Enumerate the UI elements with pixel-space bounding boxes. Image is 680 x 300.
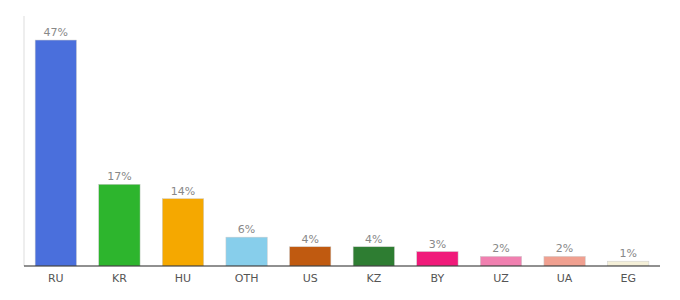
y-axis-line (24, 16, 25, 266)
data-label: 3% (429, 238, 446, 251)
x-tick-label: KR (112, 272, 127, 285)
bar (417, 252, 458, 266)
x-tick-label: OTH (235, 272, 259, 285)
x-tick-label: UA (557, 272, 573, 285)
bar (162, 199, 203, 266)
x-tick-labels: RU KR HU OTH US KZ BY UZ UA EG (48, 272, 636, 285)
bar (544, 256, 585, 266)
data-label: 4% (365, 233, 382, 246)
bar (353, 247, 394, 266)
x-tick-label: RU (48, 272, 64, 285)
x-tick-label: UZ (493, 272, 509, 285)
chart-svg: 47% 17% 14% 6% 4% 4% 3% 2% 2% 1% RU KR HU OTH US KZ BY UZ… (0, 0, 680, 300)
data-label: 1% (619, 247, 636, 260)
bar (608, 261, 649, 266)
data-label: 17% (107, 170, 131, 183)
x-axis-line (24, 265, 660, 266)
data-label: 2% (556, 242, 573, 255)
x-tick-label: KZ (366, 272, 381, 285)
x-tick-label: EG (620, 272, 635, 285)
data-label: 2% (492, 242, 509, 255)
bars (35, 40, 649, 266)
x-tick-label: BY (431, 272, 445, 285)
bar (290, 247, 331, 266)
x-tick-label: HU (175, 272, 191, 285)
data-label: 4% (301, 233, 318, 246)
data-label: 14% (171, 185, 195, 198)
data-label: 47% (44, 26, 68, 39)
bar (226, 237, 267, 266)
data-label: 6% (238, 223, 255, 236)
bar (35, 40, 76, 266)
chart-container: 47% 17% 14% 6% 4% 4% 3% 2% 2% 1% RU KR HU OTH US KZ BY UZ… (0, 0, 680, 300)
data-labels: 47% 17% 14% 6% 4% 4% 3% 2% 2% 1% (44, 26, 637, 260)
bar (99, 184, 140, 266)
x-tick-label: US (303, 272, 318, 285)
bar (480, 256, 521, 266)
